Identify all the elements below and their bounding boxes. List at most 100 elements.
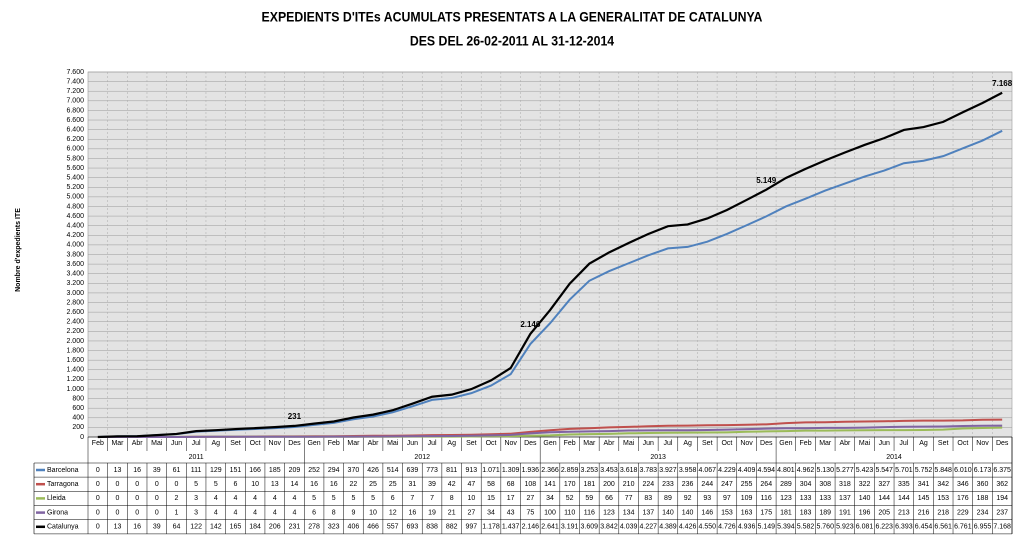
table-value: 4 [253, 495, 257, 502]
table-value: 3.958 [679, 467, 697, 474]
table-value: 129 [210, 467, 222, 474]
table-value: 181 [780, 509, 792, 516]
table-value: 4.594 [757, 467, 775, 474]
y-tick-label: 5.200 [66, 184, 84, 191]
series-line [97, 424, 1003, 438]
table-value: 6.561 [934, 524, 952, 531]
x-tick-label: Set [230, 440, 241, 447]
table-value: 22 [350, 481, 358, 488]
x-tick-label: Mai [151, 440, 163, 447]
y-tick-label: 4.400 [66, 223, 84, 230]
table-value: 5.582 [797, 524, 815, 531]
table-value: 229 [957, 509, 969, 516]
x-tick-label: Feb [92, 440, 104, 447]
x-tick-label: Jun [171, 440, 182, 447]
year-label: 2013 [650, 454, 666, 461]
x-tick-label: Jul [192, 440, 201, 447]
table-value: 108 [524, 481, 536, 488]
table-value: 43 [507, 509, 515, 516]
table-value: 1 [175, 509, 179, 516]
y-tick-label: 6.000 [66, 146, 84, 153]
table-value: 4.962 [797, 467, 815, 474]
table-value: 141 [544, 481, 556, 488]
table-value: 27 [467, 509, 475, 516]
x-tick-label: Mai [859, 440, 871, 447]
table-value: 3.927 [659, 467, 677, 474]
table-value: 146 [701, 509, 713, 516]
table-value: 188 [977, 495, 989, 502]
table-value: 3 [194, 509, 198, 516]
table-value: 5.848 [934, 467, 952, 474]
table-value: 0 [116, 495, 120, 502]
table-value: 140 [859, 495, 871, 502]
table-value: 5.149 [757, 524, 775, 531]
legend-label: Girona [47, 509, 68, 516]
table-value: 175 [760, 509, 772, 516]
table-value: 31 [408, 481, 416, 488]
table-value: 116 [584, 509, 595, 516]
x-tick-label: Des [760, 440, 773, 447]
table-value: 0 [96, 509, 100, 516]
table-value: 39 [428, 481, 436, 488]
table-value: 145 [918, 495, 930, 502]
x-tick-label: Mai [387, 440, 399, 447]
table-value: 3.618 [620, 467, 638, 474]
x-tick-label: Feb [800, 440, 812, 447]
table-value: 5.423 [856, 467, 874, 474]
x-tick-label: Mar [111, 440, 124, 447]
y-tick-label: 5.800 [66, 155, 84, 162]
table-value: 341 [918, 481, 930, 488]
table-value: 16 [133, 467, 141, 474]
table-value: 59 [585, 495, 593, 502]
y-axis-label: Nombre d'expedients ITE [15, 208, 22, 292]
x-tick-label: Des [996, 440, 1009, 447]
table-value: 3.783 [640, 467, 658, 474]
table-value: 61 [173, 467, 181, 474]
table-value: 997 [466, 524, 478, 531]
table-value: 194 [996, 495, 1008, 502]
table-value: 133 [800, 495, 812, 502]
table-value: 116 [761, 495, 772, 502]
table-value: 4.801 [777, 467, 795, 474]
table-value: 12 [389, 509, 397, 516]
table-value: 693 [407, 524, 419, 531]
table-value: 181 [583, 481, 595, 488]
table-value: 5.547 [875, 467, 893, 474]
table-value: 58 [487, 481, 495, 488]
table-value: 231 [289, 524, 301, 531]
table-value: 0 [155, 495, 159, 502]
table-value: 252 [308, 467, 320, 474]
table-value: 209 [289, 467, 301, 474]
x-tick-label: Mar [819, 440, 832, 447]
chart-title: EXPEDIENTS D'ITEs ACUMULATS PRESENTATS A… [262, 9, 763, 25]
table-value: 4.227 [640, 524, 658, 531]
table-value: 77 [625, 495, 633, 502]
table-value: 6.081 [856, 524, 874, 531]
table-value: 913 [466, 467, 478, 474]
table-value: 183 [800, 509, 812, 516]
table-value: 3 [194, 495, 198, 502]
table-value: 1.178 [482, 524, 500, 531]
y-tick-label: 5.000 [66, 194, 84, 201]
x-tick-label: Feb [328, 440, 340, 447]
x-tick-label: Nov [740, 440, 753, 447]
table-value: 8 [450, 495, 454, 502]
table-value: 206 [269, 524, 281, 531]
table-value: 255 [741, 481, 753, 488]
table-value: 196 [859, 509, 871, 516]
table-value: 100 [544, 509, 556, 516]
y-tick-label: 5.400 [66, 175, 84, 182]
table-value: 773 [426, 467, 438, 474]
table-value: 308 [819, 481, 831, 488]
table-value: 5.760 [816, 524, 834, 531]
y-tick-label: 2.800 [66, 299, 84, 306]
table-value: 466 [367, 524, 379, 531]
table-value: 882 [446, 524, 458, 531]
table-value: 6.173 [974, 467, 992, 474]
table-value: 184 [249, 524, 261, 531]
table-value: 4.550 [699, 524, 717, 531]
table-value: 557 [387, 524, 399, 531]
y-tick-label: 3.200 [66, 280, 84, 287]
table-value: 92 [684, 495, 692, 502]
table-value: 109 [741, 495, 753, 502]
